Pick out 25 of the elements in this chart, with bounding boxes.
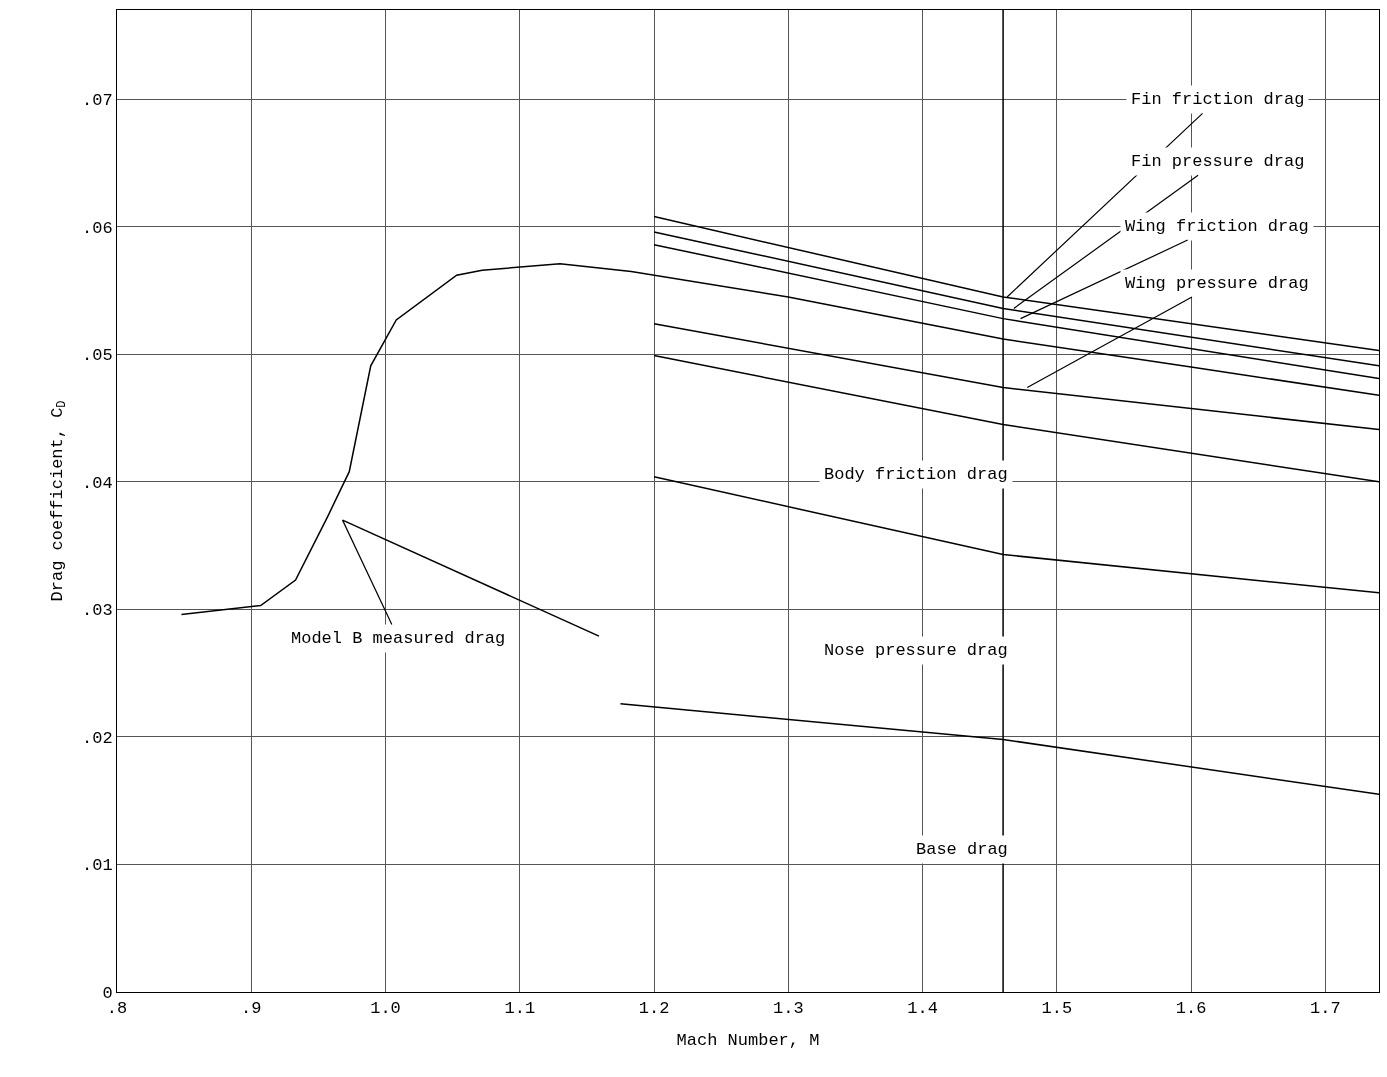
annotation: Model B measured drag bbox=[291, 629, 506, 648]
x-axis-title: Mach Number, M bbox=[676, 1030, 820, 1050]
x-tick-label: 1.7 bbox=[1310, 999, 1341, 1019]
x-tick-label: 1.5 bbox=[1041, 999, 1073, 1019]
x-tick-label: 1.3 bbox=[772, 999, 804, 1019]
annotation: Base drag bbox=[916, 840, 1008, 859]
annotation: Body friction drag bbox=[824, 465, 1008, 484]
annotation: Fin friction drag bbox=[1131, 90, 1305, 109]
y-tick-label: .05 bbox=[81, 346, 113, 366]
y-tick-label: .03 bbox=[81, 601, 113, 621]
y-tick-label: .01 bbox=[81, 856, 113, 876]
annotation: Wing friction drag bbox=[1125, 217, 1309, 236]
annotation: Fin pressure drag bbox=[1131, 152, 1305, 171]
y-tick-label: .06 bbox=[81, 218, 113, 238]
x-tick-label: 1.0 bbox=[370, 999, 401, 1019]
annotation: Nose pressure drag bbox=[824, 641, 1008, 660]
x-tick-label: 1.1 bbox=[504, 999, 536, 1019]
y-tick-label: .07 bbox=[81, 91, 113, 111]
x-tick-label: 1.2 bbox=[638, 999, 670, 1019]
y-tick-label: .02 bbox=[81, 728, 113, 748]
y-tick-label: .04 bbox=[81, 473, 113, 493]
annotation: Wing pressure drag bbox=[1125, 274, 1309, 293]
x-tick-label: 1.6 bbox=[1175, 999, 1207, 1019]
x-tick-label: 1.4 bbox=[907, 999, 938, 1019]
x-tick-label: .9 bbox=[241, 999, 262, 1019]
